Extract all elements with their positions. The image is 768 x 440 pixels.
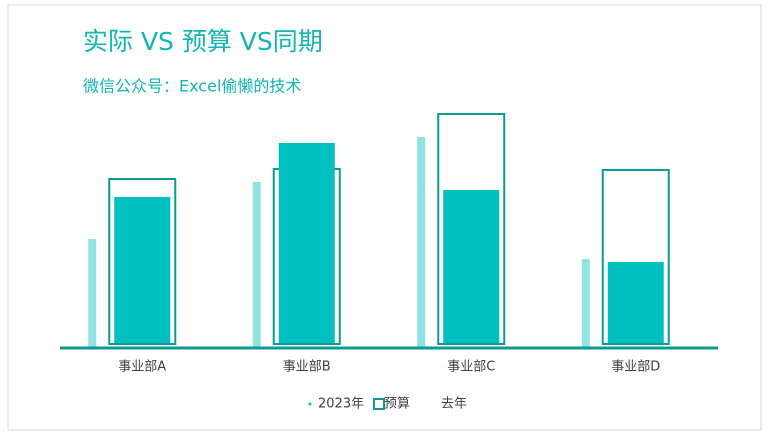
legend-marker bbox=[373, 398, 385, 410]
last-year-bar bbox=[252, 182, 261, 348]
x-tick-label: 事业部B bbox=[283, 360, 331, 375]
chart-title: 实际 VS 预算 VS同期 bbox=[83, 27, 323, 56]
actual-bar bbox=[443, 190, 500, 343]
actual-bar bbox=[607, 262, 664, 343]
last-year-bar bbox=[581, 259, 590, 348]
legend-label: 去年 bbox=[441, 397, 467, 412]
last-year-bar bbox=[88, 239, 97, 348]
x-tick-label: 事业部C bbox=[447, 360, 495, 375]
legend-marker bbox=[308, 402, 312, 406]
legend-label: 预算 bbox=[384, 397, 410, 412]
actual-bar bbox=[114, 197, 171, 343]
budget-box bbox=[601, 169, 670, 345]
last-year-bar bbox=[417, 137, 426, 348]
budget-box bbox=[108, 178, 177, 345]
legend-label: 2023年 bbox=[318, 397, 364, 412]
budget-box bbox=[437, 113, 506, 345]
chart-subtitle: 微信公众号：Excel偷懒的技术 bbox=[83, 77, 301, 96]
x-tick-label: 事业部A bbox=[118, 360, 166, 375]
x-tick-label: 事业部D bbox=[611, 360, 660, 375]
actual-bar bbox=[278, 143, 335, 343]
